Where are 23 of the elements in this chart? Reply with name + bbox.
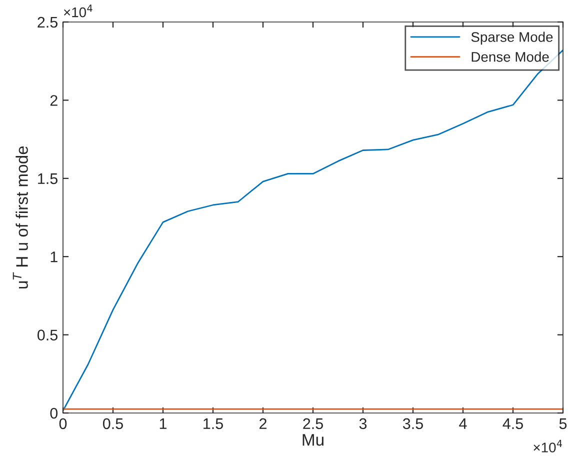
y-tick-label: 0 (50, 408, 58, 419)
x-tick-label: 1.5 (204, 418, 223, 430)
x-tick-label: 1 (160, 418, 167, 429)
y-axis-title: u$^{T}$ H u of first mode (12, 146, 28, 288)
y-tick-label: 1.5 (38, 173, 58, 184)
text: ×10$^{4}$ (534, 440, 562, 452)
x-tick-label: 4.5 (502, 418, 523, 430)
x-tick-label: 0.5 (102, 418, 123, 430)
x-axis-title: Mu (302, 434, 324, 446)
y-tick-label: 1 (50, 252, 58, 262)
x-tick-label: 3 (359, 418, 367, 430)
x-tick-label: 0 (59, 418, 67, 430)
y-tick-label: 0.5 (38, 330, 58, 340)
x-tick-label: 5 (559, 418, 567, 430)
text: ×10$^{4}$ (64, 4, 92, 18)
legend-label: Sparse Mode (471, 32, 553, 45)
y-tick-label: 2 (50, 95, 58, 106)
y-tick-label: 2.5 (38, 16, 58, 28)
x-tick-label: 4 (459, 418, 467, 429)
x-tick-label: 2 (260, 418, 266, 429)
x-tick-label: 3.5 (402, 418, 423, 430)
legend-label: Dense Mode (472, 52, 549, 62)
x-tick-label: 2.5 (303, 418, 323, 430)
